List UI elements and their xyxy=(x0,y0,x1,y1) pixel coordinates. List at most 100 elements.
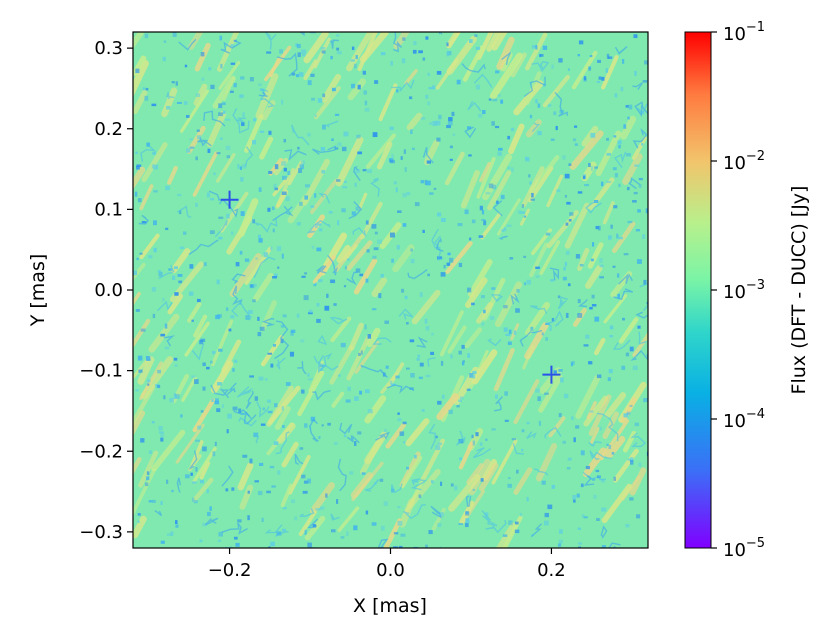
heatmap-warm-streak xyxy=(312,255,336,284)
heatmap-cool-speck xyxy=(316,302,320,307)
heatmap-cool-filament xyxy=(530,523,543,538)
heatmap-cool-speck xyxy=(580,483,584,488)
heatmap-cool-speck xyxy=(421,409,425,412)
heatmap-warm-streak xyxy=(237,198,259,238)
heatmap-cool-speck xyxy=(547,104,552,107)
heatmap-cool-speck xyxy=(638,462,642,467)
heatmap-cool-speck xyxy=(269,465,275,469)
heatmap-cool-speck xyxy=(218,216,224,219)
heatmap-cool-speck xyxy=(606,443,609,446)
heatmap-cool-speck xyxy=(230,315,235,319)
heatmap-cool-speck xyxy=(404,295,408,300)
heatmap-cool-speck xyxy=(270,246,273,251)
heatmap-cool-speck xyxy=(633,34,638,39)
heatmap-cool-speck xyxy=(157,270,161,273)
heatmap-cool-speck xyxy=(195,467,198,472)
heatmap-cool-filament xyxy=(214,219,228,238)
heatmap-cool-speck xyxy=(328,211,333,214)
heatmap-cool-speck xyxy=(164,346,170,350)
heatmap-cool-speck xyxy=(191,481,197,484)
heatmap-cool-speck xyxy=(374,231,378,235)
heatmap-cool-speck xyxy=(231,487,235,491)
heatmap-cool-filament xyxy=(208,190,221,201)
heatmap-cool-speck xyxy=(374,80,379,84)
heatmap-cool-speck xyxy=(601,76,605,81)
heatmap-cool-speck xyxy=(563,393,569,399)
heatmap-cool-filament xyxy=(614,46,628,55)
heatmap-warm-streak xyxy=(275,167,296,209)
heatmap-cool-speck xyxy=(294,516,297,521)
heatmap-cool-speck xyxy=(395,187,398,193)
heatmap-cool-speck xyxy=(202,362,206,367)
heatmap-cool-speck xyxy=(425,36,429,40)
heatmap-warm-streak xyxy=(467,259,493,298)
heatmap-cool-speck xyxy=(240,412,245,415)
heatmap-cool-speck xyxy=(535,275,540,278)
heatmap-cool-speck xyxy=(281,406,284,411)
heatmap-cool-speck xyxy=(237,519,242,523)
heatmap-cool-speck xyxy=(625,153,631,157)
heatmap-cool-speck xyxy=(240,211,245,216)
heatmap-warm-streak xyxy=(259,136,274,160)
heatmap-cool-filament xyxy=(138,214,150,225)
heatmap-cool-speck xyxy=(172,275,176,281)
heatmap-warm-streak xyxy=(266,385,294,427)
heatmap-cool-speck xyxy=(389,380,393,385)
heatmap-warm-streak xyxy=(476,157,496,199)
heatmap-cool-speck xyxy=(364,107,370,112)
heatmap-warm-streak xyxy=(444,151,465,186)
heatmap-cool-speck xyxy=(220,63,223,69)
heatmap-warm-streak xyxy=(604,392,627,419)
heatmap-cool-filament xyxy=(531,122,541,132)
heatmap-cool-speck xyxy=(525,156,530,161)
heatmap-cool-filament xyxy=(256,401,270,418)
heatmap-cool-filament xyxy=(375,431,390,441)
heatmap-cool-speck xyxy=(347,386,351,392)
heatmap-cool-speck xyxy=(462,360,465,363)
heatmap-cool-speck xyxy=(152,313,156,319)
heatmap-cool-speck xyxy=(433,187,437,190)
heatmap-cool-speck xyxy=(331,87,336,92)
heatmap-warm-streak xyxy=(359,437,383,475)
heatmap-warm-streak xyxy=(524,71,542,106)
heatmap-cool-speck xyxy=(135,389,139,392)
heatmap-cool-filament xyxy=(158,264,175,280)
heatmap-cool-speck xyxy=(310,73,315,77)
heatmap-cool-filament xyxy=(253,256,276,279)
heatmap-cool-speck xyxy=(235,261,240,267)
heatmap-cool-filament xyxy=(294,453,304,466)
heatmap-cool-speck xyxy=(353,525,358,531)
heatmap-cool-speck xyxy=(553,111,557,116)
heatmap-cool-speck xyxy=(343,285,347,288)
heatmap-cool-speck xyxy=(537,103,541,108)
heatmap-warm-streak xyxy=(575,375,601,419)
heatmap-warm-streak xyxy=(392,244,415,273)
heatmap-cool-speck xyxy=(211,398,214,403)
heatmap-cool-speck xyxy=(158,426,163,431)
heatmap-cool-speck xyxy=(410,129,413,135)
heatmap-cool-speck xyxy=(235,542,240,547)
heatmap-warm-streak xyxy=(187,301,202,323)
heatmap-warm-streak xyxy=(321,73,342,103)
y-axis-ticks: 0.3 0.2 0.1 0.0 −0.1 −0.2 −0.3 xyxy=(79,38,133,543)
heatmap-cool-speck xyxy=(372,132,378,138)
heatmap-cool-speck xyxy=(377,239,383,244)
heatmap-warm-streak xyxy=(139,361,163,401)
heatmap-cool-filament xyxy=(578,299,588,308)
heatmap-cool-speck xyxy=(216,408,221,413)
heatmap-cool-speck xyxy=(354,182,357,187)
heatmap-cool-speck xyxy=(245,315,250,320)
heatmap-cool-filament xyxy=(163,335,175,347)
heatmap-cool-filament xyxy=(238,416,257,427)
heatmap-cool-speck xyxy=(153,247,157,253)
heatmap-cool-speck xyxy=(492,98,498,102)
heatmap-cool-speck xyxy=(609,325,614,330)
heatmap-cool-speck xyxy=(180,414,183,418)
heatmap-cool-speck xyxy=(593,494,597,499)
heatmap-cool-speck xyxy=(163,395,166,400)
heatmap-cool-speck xyxy=(583,76,587,81)
heatmap-cool-speck xyxy=(497,147,503,151)
heatmap-warm-streak xyxy=(336,244,351,264)
heatmap-warm-streak xyxy=(346,333,372,381)
heatmap-cool-speck xyxy=(427,273,430,277)
